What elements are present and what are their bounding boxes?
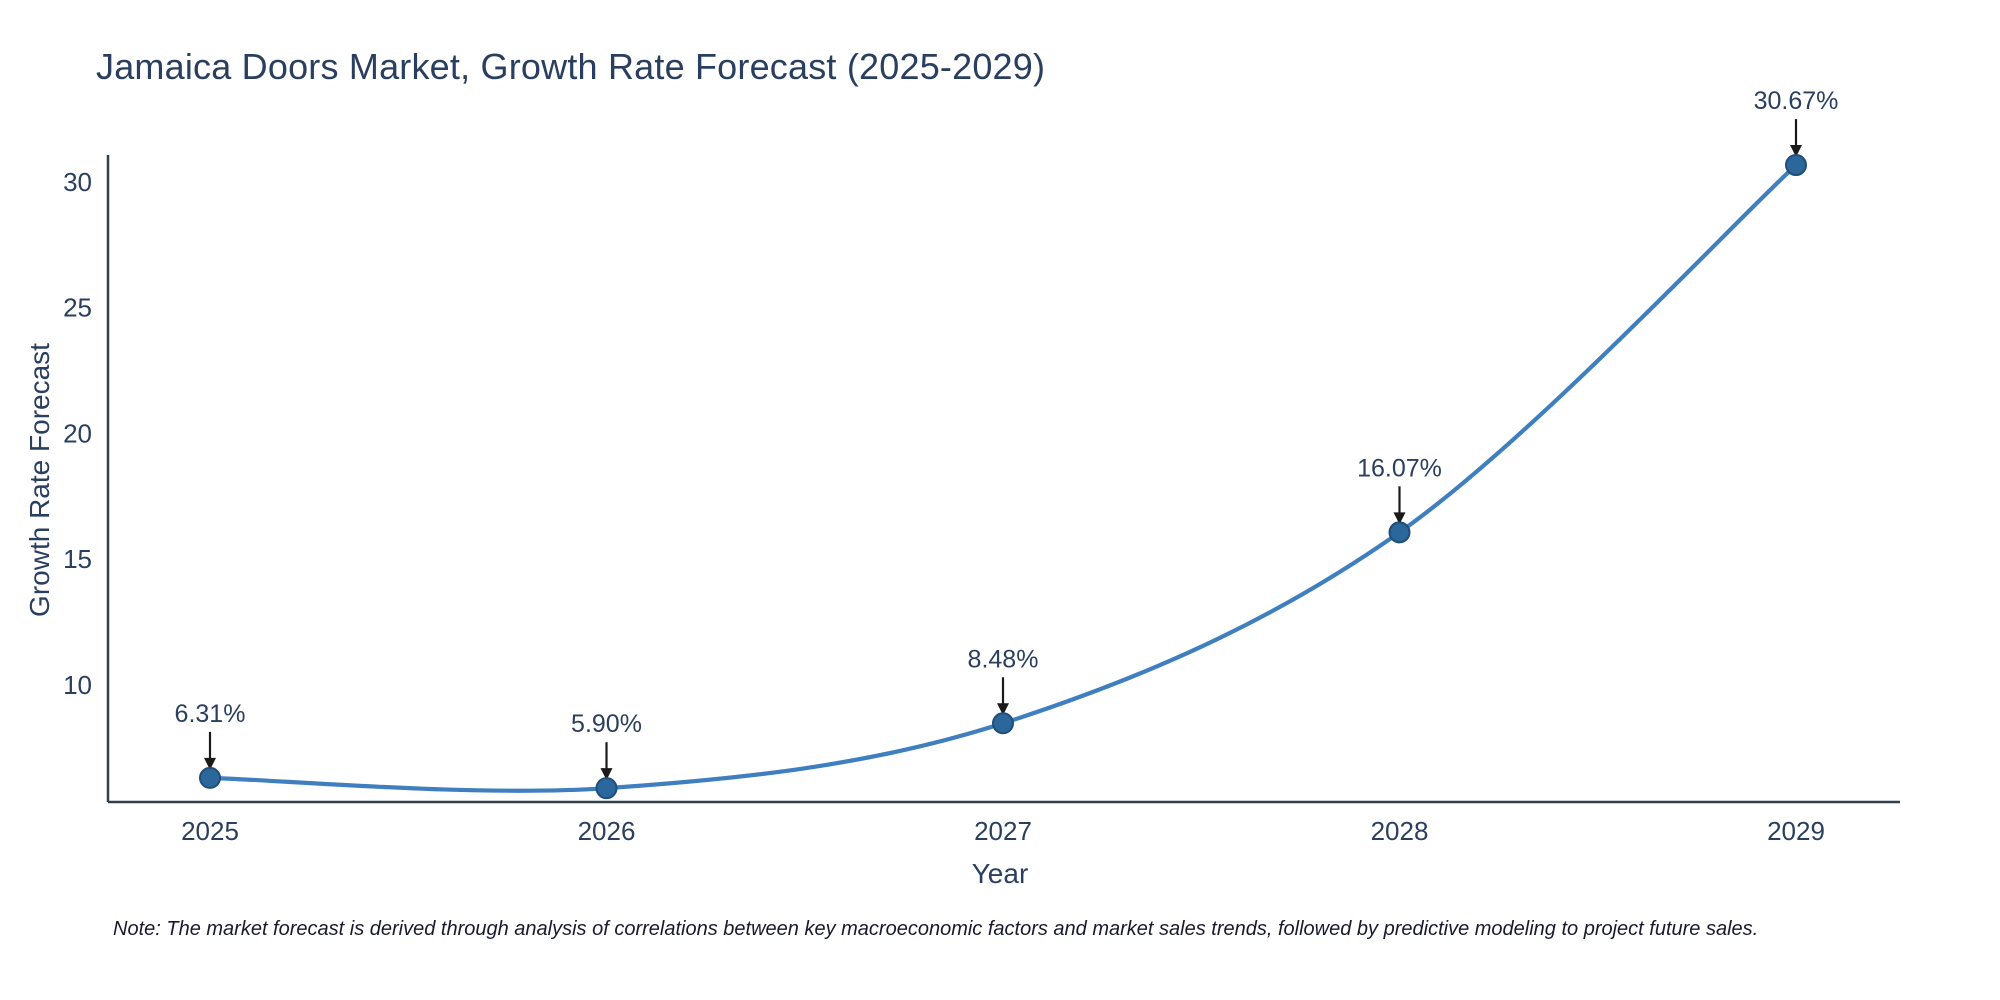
line-series xyxy=(207,162,1799,793)
y-tick-label: 15 xyxy=(63,544,92,574)
data-point-marker[interactable] xyxy=(1785,154,1807,177)
y-tick-label: 30 xyxy=(63,167,92,197)
x-tick-label: 2029 xyxy=(1767,816,1825,846)
annotation-arrowhead xyxy=(204,757,216,770)
annotation-arrowhead xyxy=(1393,512,1406,525)
point-annotation: 6.31% xyxy=(175,700,246,728)
point-annotation: 5.90% xyxy=(571,710,642,738)
x-axis-label: Year xyxy=(971,858,1029,889)
point-annotation: 16.07% xyxy=(1357,454,1442,482)
y-tick-label: 25 xyxy=(63,293,92,323)
annotation-arrowhead xyxy=(1790,145,1802,158)
data-point-marker[interactable] xyxy=(595,777,618,800)
x-tick-label: 2026 xyxy=(578,816,636,846)
data-point-marker[interactable] xyxy=(992,712,1014,735)
y-tick-label: 10 xyxy=(63,670,92,700)
footnote: Note: The market forecast is derived thr… xyxy=(113,918,1759,940)
x-tick-label: 2027 xyxy=(974,816,1032,846)
data-point-marker[interactable] xyxy=(199,766,221,789)
y-tick-label: 20 xyxy=(63,418,92,448)
data-point-marker[interactable] xyxy=(1388,521,1411,544)
chart-title: Jamaica Doors Market, Growth Rate Foreca… xyxy=(96,46,1046,87)
y-axis-label: Growth Rate Forecast xyxy=(24,343,55,617)
x-tick-label: 2025 xyxy=(181,816,239,846)
x-tick-label: 2028 xyxy=(1371,816,1429,846)
annotation-arrowhead xyxy=(600,768,613,781)
point-annotation: 30.67% xyxy=(1754,87,1839,115)
point-annotation: 8.48% xyxy=(968,645,1039,673)
annotation-arrowhead xyxy=(997,703,1009,716)
